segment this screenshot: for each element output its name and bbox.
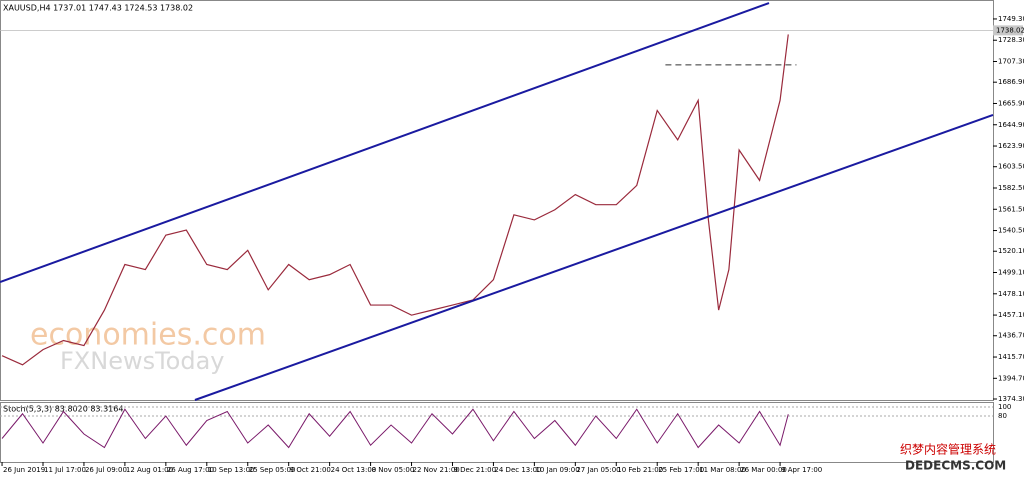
x-tick-label: 10 Jan 09:00 [535,466,579,474]
price-box [993,25,1023,36]
y-tick-label: 1749.30 [998,15,1024,23]
y-tick-label: 1686.90 [998,78,1024,86]
trendline [0,2,770,283]
price-label: 1738.02 [996,26,1024,34]
y-tick-label: 1582.50 [998,184,1024,192]
x-tick-label: 24 Oct 13:00 [331,466,377,474]
x-tick-label: 25 Sep 05:00 [249,466,296,474]
main-panel [0,0,994,401]
y-tick-label: 1520.10 [998,247,1024,255]
y-tick-label: 1394.70 [998,374,1024,382]
x-tick-label: 24 Dec 13:00 [494,466,541,474]
watermark: 织梦内容管理系统 [900,442,996,457]
x-tick-label: 9 Oct 21:00 [290,466,331,474]
price-line [1,34,789,366]
stoch-title: Stoch(5,3,3) 83.8020 83.3164 [3,405,123,414]
watermark: DEDECMS.COM [905,459,1006,473]
y-tick-label: 1457.10 [998,311,1024,319]
stoch-tick-label: 100 [998,403,1011,411]
y-tick-label: 1374.30 [998,395,1024,403]
x-tick-label: 26 Aug 17:00 [167,466,214,474]
y-tick-label: 1665.90 [998,99,1024,107]
y-tick-label: 1415.70 [998,353,1024,361]
y-tick-label: 1707.30 [998,58,1024,66]
stoch-tick-label: 80 [998,412,1007,420]
x-tick-label: 26 Jul 09:00 [85,466,127,474]
x-tick-label: 8 Nov 05:00 [372,466,415,474]
y-tick-label: 1603.50 [998,163,1024,171]
x-tick-label: 9 Dec 21:00 [453,466,496,474]
x-tick-label: 11 Jul 17:00 [44,466,86,474]
trendline [194,113,994,401]
y-tick-label: 1728.30 [998,36,1024,44]
x-tick-label: 11 Mar 08:00 [699,466,746,474]
watermark: economies.com [30,318,266,353]
y-tick-label: 1644.90 [998,121,1024,129]
x-tick-label: 27 Jan 05:00 [576,466,620,474]
x-tick-label: 25 Feb 17:00 [658,466,704,474]
x-tick-label: 10 Sep 13:00 [208,466,255,474]
x-tick-label: 22 Nov 21:00 [413,466,460,474]
y-tick-label: 1623.90 [998,142,1024,150]
y-tick-label: 1499.10 [998,269,1024,277]
chart-title: XAUUSD,H4 1737.01 1747.43 1724.53 1738.0… [3,4,193,13]
stoch-line [1,408,789,449]
y-tick-label: 1436.70 [998,332,1024,340]
x-tick-label: 26 Mar 00:00 [740,466,787,474]
y-tick-label: 1540.50 [998,227,1024,235]
x-tick-label: 9 Apr 17:00 [781,466,822,474]
x-tick-label: 10 Feb 21:00 [617,466,663,474]
stoch-panel [0,402,994,463]
y-tick-label: 1561.50 [998,205,1024,213]
watermark: FXNewsToday [60,347,225,375]
x-tick-label: 12 Aug 01:00 [126,466,173,474]
x-tick-label: 26 Jun 2019 [3,466,45,474]
y-tick-label: 1478.10 [998,290,1024,298]
